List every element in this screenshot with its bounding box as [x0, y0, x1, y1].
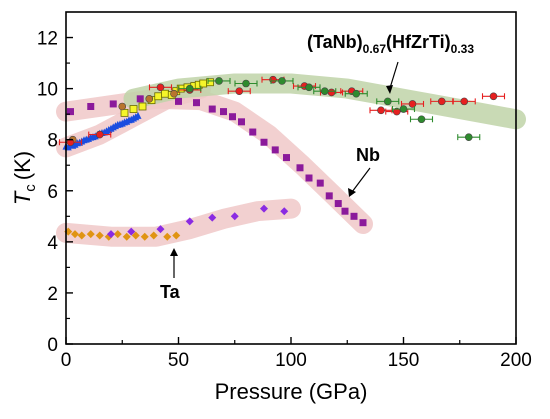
y-tick-label: 2: [47, 284, 58, 305]
data-point-purple-square: [341, 207, 349, 215]
data-point-yellow-square: [206, 78, 214, 87]
annotation-nb-label: Nb: [356, 145, 380, 165]
data-point-red-circle: [95, 130, 104, 139]
data-point-purple-square: [283, 154, 290, 162]
data-point-violet-diamond: [185, 217, 194, 226]
x-tick-label: 100: [275, 350, 307, 371]
data-point-brown-circle: [118, 102, 127, 111]
data-point-purple-square: [238, 118, 245, 126]
data-point-green-circle: [215, 77, 223, 85]
x-tick-label: 150: [388, 350, 420, 371]
data-point-orange-diamond: [86, 230, 95, 239]
data-point-purple-square: [271, 146, 279, 154]
data-point-red-circle: [460, 97, 469, 106]
annotation-ta-arrowhead: [170, 248, 178, 256]
data-point-green-circle: [464, 133, 473, 141]
data-point-red-circle: [392, 107, 401, 116]
data-point-purple-square: [208, 105, 216, 113]
data-point-brown-circle: [170, 89, 178, 98]
data-point-green-circle: [278, 77, 286, 85]
data-point-yellow-square: [154, 92, 163, 101]
data-point-brown-circle: [145, 95, 154, 103]
data-point-purple-square: [350, 212, 358, 220]
data-point-red-circle: [327, 88, 336, 97]
x-axis-title: Pressure (GPa): [215, 379, 368, 404]
data-point-purple-square: [109, 100, 117, 108]
data-point-purple-square: [296, 164, 304, 172]
x-tick-label: 0: [61, 350, 72, 371]
data-point-yellow-square: [120, 108, 129, 117]
data-point-purple-square: [305, 174, 313, 182]
annotation-nb-arrowhead: [348, 188, 356, 197]
data-point-purple-square: [136, 95, 144, 103]
x-tick-label: 50: [168, 350, 189, 371]
y-axis-title: Tc(K): [10, 151, 39, 205]
data-points: [58, 75, 506, 241]
y-tick-label: 4: [47, 233, 58, 254]
data-point-green-circle: [242, 79, 250, 88]
data-point-orange-diamond: [131, 231, 140, 240]
data-point-green-circle: [383, 97, 392, 106]
data-point-red-circle: [235, 87, 244, 95]
y-tick-label: 8: [47, 131, 58, 152]
data-point-green-circle: [320, 87, 329, 95]
data-point-orange-diamond: [140, 232, 149, 241]
data-point-violet-diamond: [127, 227, 136, 236]
y-tick-label: 0: [47, 335, 58, 356]
data-point-violet-diamond: [230, 212, 239, 221]
data-point-green-circle: [185, 84, 194, 93]
data-point-purple-square: [260, 138, 268, 146]
data-point-yellow-square: [138, 102, 147, 111]
data-point-purple-square: [334, 200, 342, 208]
data-point-yellow-square: [161, 89, 169, 98]
data-point-red-circle: [156, 83, 165, 92]
data-point-red-circle: [377, 106, 385, 115]
data-point-orange-diamond: [172, 231, 181, 240]
data-point-yellow-square: [129, 105, 138, 113]
data-point-purple-square: [67, 108, 74, 116]
axis-ticks: 0 50 100 150 200 0 2 4 6 8 10 12: [37, 29, 532, 371]
y-tick-label: 12: [37, 29, 58, 50]
data-point-purple-square: [249, 128, 257, 136]
data-point-green-circle: [305, 83, 313, 92]
y-tick-label: 6: [47, 182, 58, 203]
data-point-blue-triangle: [134, 111, 142, 119]
annotation-hea-arrow: [389, 61, 399, 89]
data-point-violet-diamond: [107, 230, 115, 239]
plot-frame: [65, 11, 517, 345]
data-point-purple-square: [87, 102, 95, 110]
data-point-red-circle: [66, 138, 75, 147]
data-point-violet-diamond: [280, 207, 289, 216]
data-point-orange-diamond: [71, 230, 79, 239]
data-point-purple-square: [359, 219, 367, 227]
data-point-purple-square: [229, 113, 236, 121]
data-point-orange-diamond: [122, 232, 131, 241]
data-point-violet-diamond: [208, 213, 217, 222]
data-point-purple-square: [316, 179, 324, 187]
data-point-violet-diamond: [156, 225, 165, 234]
data-point-orange-diamond: [113, 230, 122, 239]
data-point-orange-diamond: [149, 231, 158, 240]
annotation-hea-label: (TaNb)0.67(HfZrTi)0.33: [307, 32, 474, 56]
annotation-ta-label: Ta: [160, 282, 181, 302]
data-point-purple-square: [175, 97, 182, 105]
data-point-violet-diamond: [260, 204, 268, 213]
x-tick-label: 200: [500, 350, 532, 371]
annotation-hea-arrowhead: [386, 85, 393, 94]
data-point-red-circle: [437, 97, 446, 106]
data-point-orange-diamond: [77, 231, 86, 240]
data-point-red-circle: [489, 92, 498, 101]
data-point-green-circle: [417, 115, 426, 124]
data-point-purple-square: [193, 99, 200, 107]
annotation-nb-arrow: [351, 167, 371, 193]
y-tick-label: 10: [37, 80, 58, 101]
data-point-green-circle: [352, 89, 361, 98]
data-point-purple-square: [325, 192, 333, 200]
data-point-orange-diamond: [95, 231, 104, 240]
data-point-green-circle: [399, 105, 408, 113]
data-point-purple-square: [220, 108, 227, 116]
data-point-red-circle: [408, 100, 417, 108]
data-point-orange-diamond: [163, 232, 172, 241]
